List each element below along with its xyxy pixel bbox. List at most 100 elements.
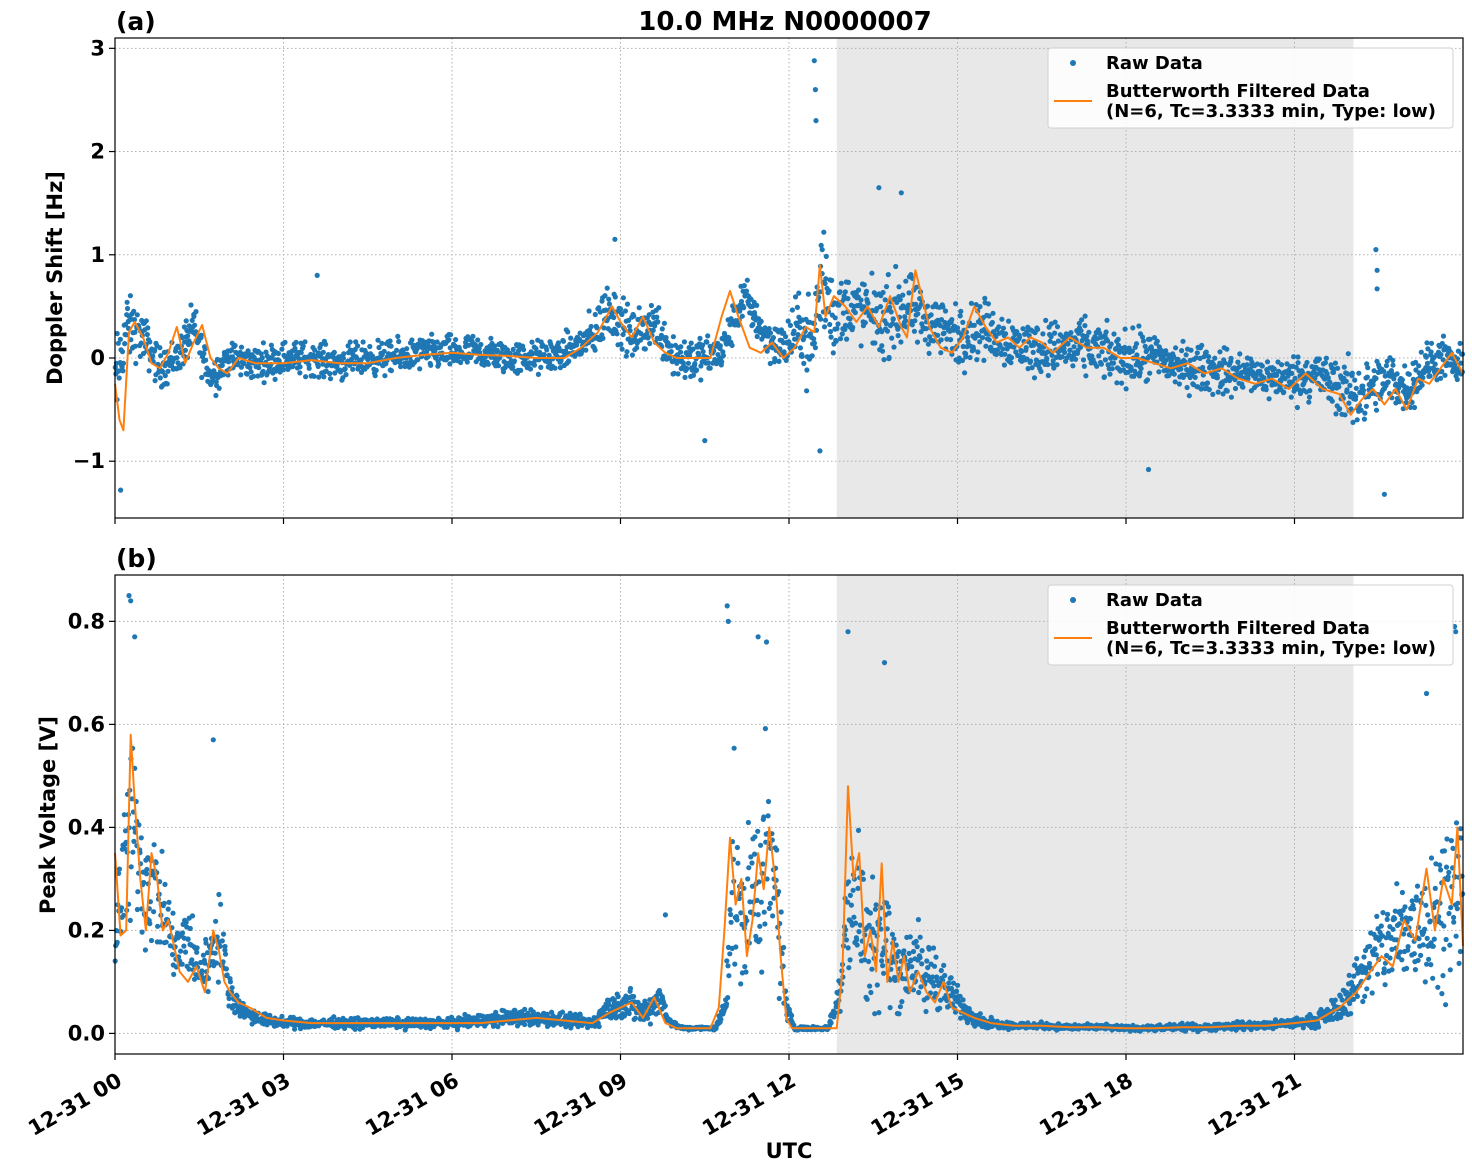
raw-data-point: [1049, 352, 1055, 358]
raw-data-point: [898, 190, 904, 196]
raw-data-point: [764, 348, 770, 354]
raw-data-point: [1289, 370, 1295, 376]
raw-data-point: [1115, 336, 1121, 342]
raw-data-point: [902, 318, 909, 324]
panel-a-legend-raw-marker: [1070, 60, 1076, 66]
raw-data-point: [511, 358, 517, 364]
raw-data-point: [1184, 384, 1190, 391]
raw-data-point: [315, 363, 321, 369]
raw-data-point: [801, 360, 807, 366]
raw-data-point: [194, 949, 200, 955]
raw-data-point: [888, 309, 894, 315]
raw-data-point: [447, 345, 453, 351]
raw-data-point: [724, 958, 730, 964]
raw-data-point: [1372, 400, 1379, 407]
raw-data-point: [1304, 359, 1310, 366]
raw-data-point: [396, 338, 402, 345]
raw-data-point: [446, 337, 452, 343]
raw-data-point: [398, 364, 404, 370]
raw-data-point: [424, 349, 430, 355]
raw-data-point: [1011, 344, 1017, 350]
raw-data-point: [1018, 348, 1025, 355]
raw-data-point: [789, 1012, 795, 1019]
raw-data-point: [872, 340, 878, 346]
raw-data-point: [880, 963, 886, 969]
raw-data-point: [758, 318, 764, 324]
raw-data-point: [781, 944, 787, 951]
panel-a-legend-filtered-label: Butterworth Filtered Data: [1106, 81, 1370, 102]
raw-data-point: [905, 302, 912, 308]
raw-data-point: [1067, 347, 1073, 353]
raw-data-point: [280, 367, 286, 373]
raw-data-point: [205, 988, 211, 995]
raw-data-point: [681, 339, 688, 345]
raw-data-point: [606, 301, 613, 307]
raw-data-point: [994, 347, 1001, 353]
raw-data-point: [791, 328, 797, 334]
raw-data-point: [1343, 378, 1349, 384]
raw-data-point: [735, 322, 742, 328]
raw-data-point: [1133, 341, 1140, 347]
raw-data-point: [116, 375, 122, 381]
raw-data-point: [1337, 406, 1343, 412]
raw-data-point: [458, 359, 464, 366]
raw-data-point: [1373, 247, 1379, 253]
raw-data-point: [850, 887, 856, 893]
raw-data-point: [755, 912, 761, 918]
raw-data-point: [982, 295, 988, 301]
raw-data-point: [596, 1023, 602, 1030]
raw-data-point: [1126, 345, 1132, 351]
raw-data-point: [897, 297, 903, 303]
raw-data-point: [805, 291, 812, 297]
raw-data-point: [916, 989, 922, 996]
raw-data-point: [256, 365, 262, 371]
raw-data-point: [187, 925, 193, 932]
raw-data-point: [510, 364, 516, 370]
raw-data-point: [596, 305, 602, 311]
raw-data-point: [1374, 267, 1380, 273]
raw-data-point: [839, 331, 845, 337]
raw-data-point: [867, 983, 873, 989]
raw-data-point: [327, 371, 333, 377]
raw-data-point: [1329, 398, 1335, 404]
raw-data-point: [648, 302, 655, 309]
y-tick-label: 2: [90, 140, 105, 164]
raw-data-point: [931, 983, 937, 989]
raw-data-point: [507, 351, 513, 357]
raw-data-point: [985, 301, 992, 307]
raw-data-point: [1101, 374, 1107, 380]
raw-data-point: [1288, 394, 1294, 400]
raw-data-point: [819, 247, 825, 253]
raw-data-point: [174, 355, 180, 361]
raw-data-point: [783, 357, 789, 363]
raw-data-point: [1344, 371, 1351, 377]
raw-data-point: [971, 322, 977, 328]
raw-data-point: [342, 366, 348, 372]
raw-data-point: [799, 353, 805, 359]
raw-data-point: [223, 966, 229, 972]
raw-data-point: [1438, 352, 1444, 358]
raw-data-point: [766, 905, 772, 912]
raw-data-point: [557, 365, 564, 371]
raw-data-point: [220, 372, 226, 378]
raw-data-point: [618, 341, 624, 347]
raw-data-point: [866, 958, 872, 965]
raw-data-point: [733, 944, 739, 950]
raw-data-point: [948, 337, 954, 343]
raw-data-point: [1062, 349, 1068, 355]
raw-data-point: [146, 368, 152, 374]
raw-data-point: [1198, 386, 1204, 392]
raw-data-point: [202, 346, 208, 352]
raw-data-point: [937, 1005, 943, 1011]
raw-data-point: [795, 332, 801, 338]
raw-data-point: [942, 308, 949, 314]
raw-data-point: [725, 963, 731, 969]
raw-data-point: [327, 376, 334, 382]
raw-data-point: [726, 335, 732, 341]
raw-data-point: [1345, 351, 1351, 357]
raw-data-point: [876, 185, 882, 191]
raw-data-point: [238, 344, 245, 350]
raw-data-point: [758, 899, 764, 905]
raw-data-point: [116, 866, 122, 872]
raw-data-point: [827, 329, 834, 335]
